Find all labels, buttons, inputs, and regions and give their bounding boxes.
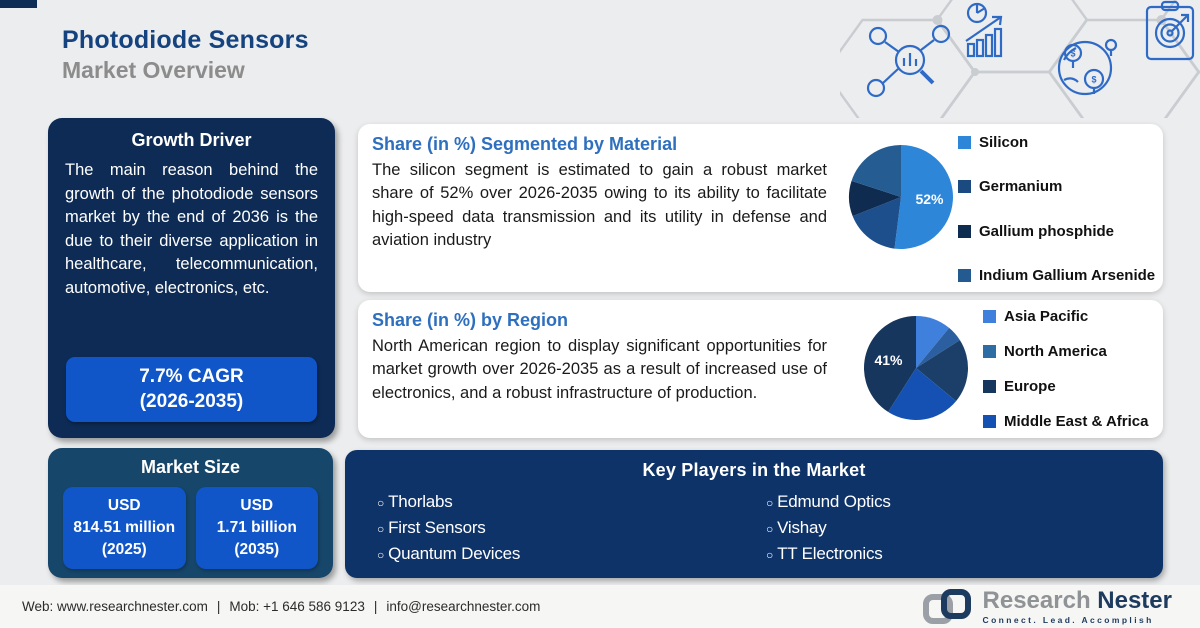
legend-item: Silicon — [958, 134, 1155, 151]
pie-slice — [916, 327, 960, 368]
pie-data-label: 52% — [915, 191, 944, 207]
key-player-item: ○ First Sensors — [377, 518, 486, 537]
footer-email: info@researchnester.com — [386, 599, 541, 614]
legend-item: Middle East & Africa — [983, 413, 1148, 430]
pie-slice — [916, 340, 969, 402]
legend-item: North America — [983, 343, 1148, 360]
region-pie-chart: 41% — [863, 316, 969, 421]
corner-accent-bar — [0, 0, 37, 8]
market-size-2035-currency: USD — [240, 497, 274, 514]
key-players-column-1: ○ Thorlabs ○ First Sensors ○ Quantum Devices — [365, 489, 754, 567]
hexagon-decoration: $ $ — [840, 0, 1200, 118]
material-legend: Silicon Germanium Gallium phosphide Indium … — [958, 134, 1155, 284]
footer-website: Web: www.researchnester.com — [22, 599, 208, 614]
material-pie-chart: 52% — [849, 145, 953, 249]
pie-slice — [851, 145, 901, 197]
region-share-card: Share (in %) by Region North American re… — [358, 300, 1163, 438]
growth-chart-icon — [965, 2, 1003, 58]
pie-slice — [863, 316, 916, 412]
legend-item: Indium Gallium Arsenide — [958, 267, 1155, 284]
legend-item: Asia Pacific — [983, 308, 1148, 325]
key-player-item: ○ Vishay — [766, 518, 827, 537]
pie-slice — [894, 145, 953, 249]
contact-info: Web: www.researchnester.com | Mob: +1 64… — [22, 599, 540, 614]
legend-item: Germanium — [958, 178, 1155, 195]
material-share-heading: Share (in %) Segmented by Material — [372, 134, 678, 154]
global-market-icon: $ $ — [1057, 38, 1118, 96]
market-size-panel: Market Size USD 814.51 million (2025) US… — [48, 448, 333, 578]
market-size-2035-value: 1.71 billion — [216, 519, 297, 536]
footer-bar: Web: www.researchnester.com | Mob: +1 64… — [0, 585, 1200, 628]
growth-driver-panel: Growth Driver The main reason behind the… — [48, 118, 335, 438]
target-clipboard-icon — [1145, 0, 1195, 61]
cagr-value: 7.7% CAGR — [139, 365, 244, 387]
market-size-2025-year: (2025) — [101, 541, 147, 558]
page-title: Photodiode Sensors — [62, 26, 309, 54]
market-size-title: Market Size — [140, 457, 241, 477]
legend-item: Europe — [983, 378, 1148, 395]
region-share-heading: Share (in %) by Region — [372, 310, 569, 330]
pie-slice — [888, 368, 957, 421]
pie-slice — [849, 180, 901, 217]
svg-text:$: $ — [1091, 75, 1096, 85]
key-player-item: ○ Thorlabs — [377, 492, 453, 511]
chain-link-icon — [922, 588, 971, 624]
market-size-2025-value: 814.51 million — [73, 519, 176, 536]
page-subtitle: Market Overview — [62, 57, 245, 83]
cagr-period: (2026-2035) — [139, 391, 244, 413]
key-players-column-2: ○ Edmund Optics ○ Vishay ○ TT Electronics — [754, 489, 1143, 567]
market-size-2025-badge: USD 814.51 million (2025) — [63, 487, 186, 569]
growth-driver-text: The main reason behind the growth of the… — [65, 161, 318, 297]
key-players-title: Key Players in the Market — [642, 460, 866, 480]
material-share-card: Share (in %) Segmented by Material The s… — [358, 124, 1163, 292]
footer-separator: | — [373, 599, 378, 614]
market-size-2025-currency: USD — [107, 497, 141, 514]
key-player-item: ○ Quantum Devices — [377, 544, 521, 563]
region-legend: Asia Pacific North America Europe Middle Ea… — [983, 308, 1148, 430]
logo-tagline: Connect. Lead. Accomplish — [982, 614, 1154, 625]
legend-item: Gallium phosphide — [958, 223, 1155, 240]
key-players-panel: Key Players in the Market ○ Thorlabs ○ Firs… — [345, 450, 1163, 578]
logo-word-nester: Nester — [1097, 586, 1172, 614]
market-size-2035-badge: USD 1.71 billion (2035) — [195, 487, 318, 569]
pie-slice — [916, 316, 950, 368]
market-size-2035-year: (2035) — [234, 541, 280, 558]
footer-separator: | — [216, 599, 221, 614]
page-title-block: Photodiode Sensors Market Overview — [62, 26, 309, 84]
logo-word-research: Research — [982, 586, 1091, 614]
research-nester-logo: Research Nester Connect. Lead. Accomplis… — [922, 587, 1172, 627]
pie-data-label: 41% — [874, 352, 903, 368]
growth-driver-title: Growth Driver — [131, 130, 252, 150]
market-research-icon — [866, 24, 951, 98]
key-player-item: ○ TT Electronics — [766, 544, 883, 563]
footer-phone: Mob: +1 646 586 9123 — [229, 599, 365, 614]
cagr-badge: 7.7% CAGR (2026-2035) — [66, 356, 317, 422]
svg-text:$: $ — [1070, 49, 1075, 59]
pie-slice — [852, 197, 901, 249]
material-share-text: The silicon segment is estimated to gain… — [372, 161, 827, 250]
region-share-text: North American region to display signifi… — [372, 337, 827, 402]
key-player-item: ○ Edmund Optics — [766, 492, 891, 511]
